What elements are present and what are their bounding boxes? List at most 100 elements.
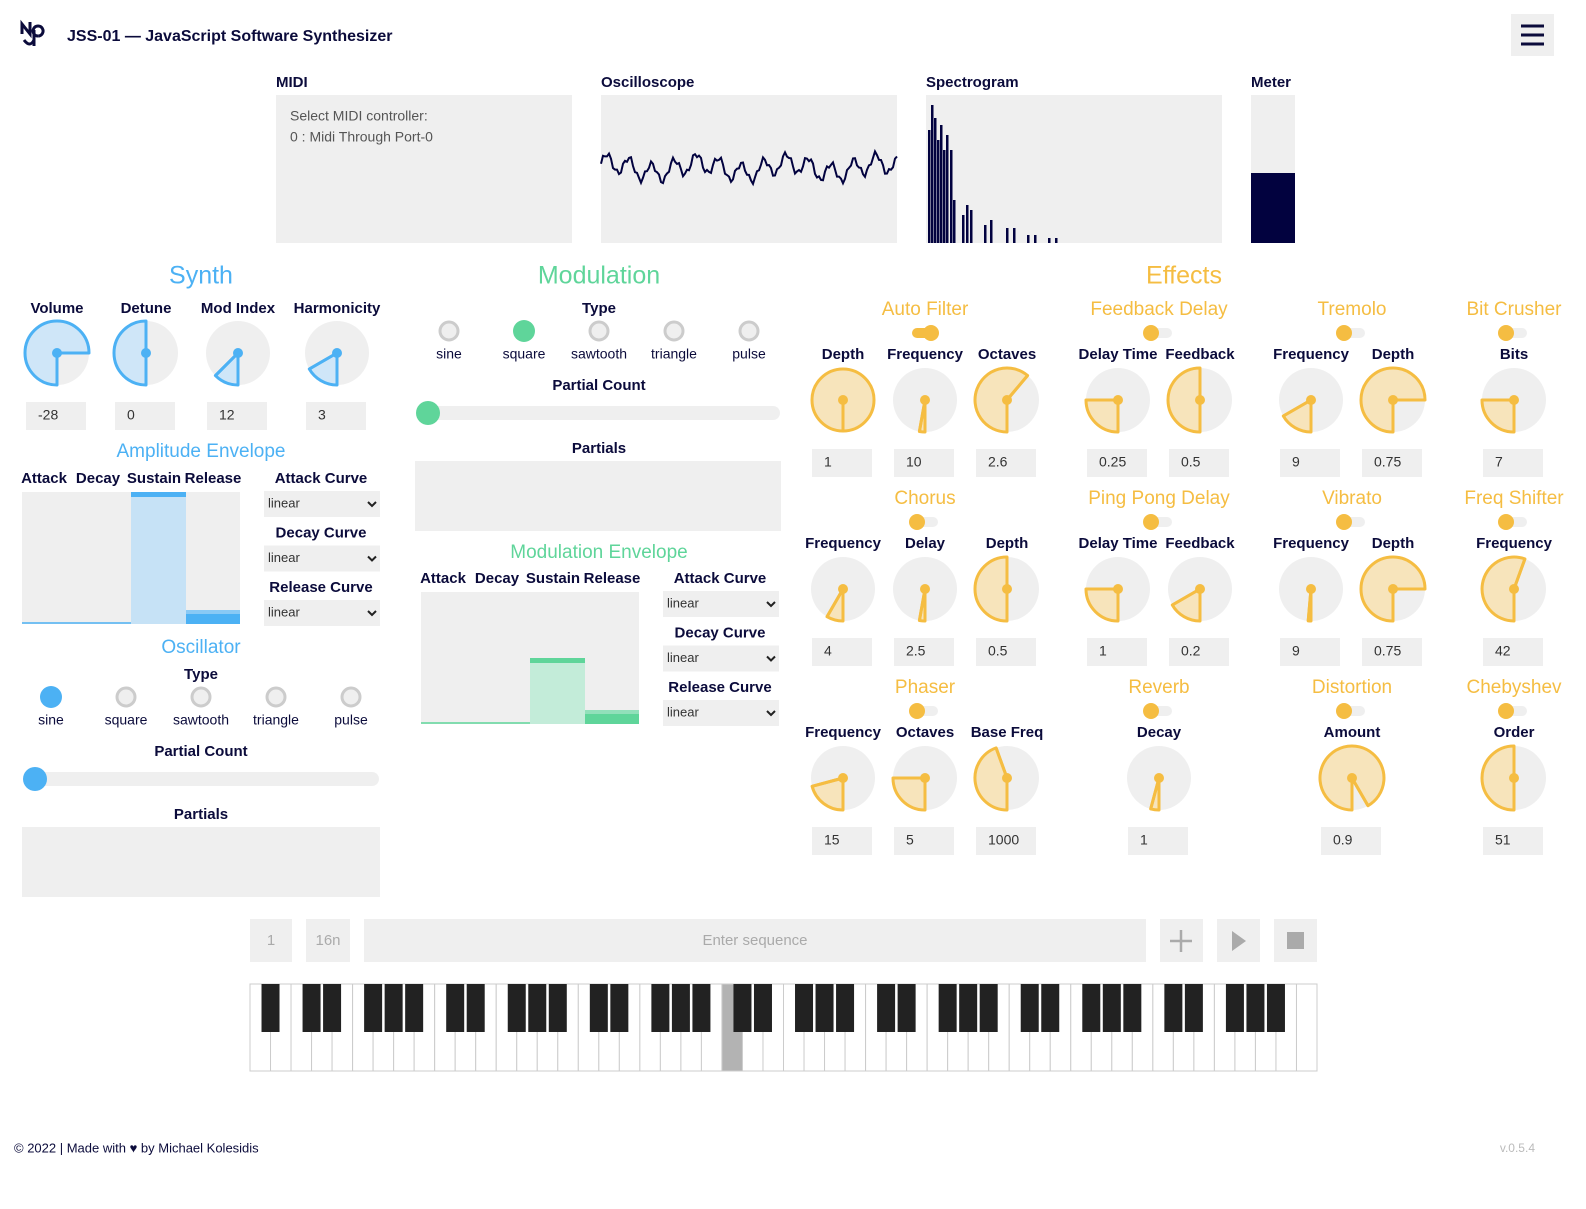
slider-thumb[interactable] (23, 767, 47, 791)
knob-pointer[interactable] (811, 776, 844, 788)
black-key[interactable] (938, 984, 957, 1032)
knob-fill[interactable] (1480, 398, 1516, 434)
toggle-knob[interactable] (909, 703, 925, 719)
number-input[interactable] (1280, 449, 1340, 477)
knob[interactable] (1480, 368, 1546, 434)
knob-fill[interactable] (1359, 555, 1427, 623)
toggle-knob[interactable] (1336, 325, 1352, 341)
number-input[interactable] (894, 638, 954, 666)
knob-fill[interactable] (973, 746, 1009, 812)
toggle-knob[interactable] (1143, 703, 1159, 719)
black-key[interactable] (507, 984, 526, 1032)
number-input[interactable] (812, 449, 872, 477)
knob-fill[interactable] (1480, 744, 1516, 812)
knob-center[interactable] (1509, 395, 1519, 405)
black-key[interactable] (1164, 984, 1183, 1032)
black-key[interactable] (446, 984, 465, 1032)
black-key[interactable] (897, 984, 916, 1032)
knob-center[interactable] (233, 348, 243, 358)
knob-fill[interactable] (1166, 366, 1202, 434)
toggle-knob[interactable] (1498, 703, 1514, 719)
radio[interactable] (663, 320, 685, 342)
knob[interactable] (1084, 368, 1150, 434)
number-input[interactable] (1362, 638, 1422, 666)
black-key[interactable] (815, 984, 834, 1032)
knob-center[interactable] (1347, 773, 1357, 783)
curve-select[interactable] (264, 545, 380, 572)
knob[interactable] (23, 319, 91, 387)
toggle-knob[interactable] (1498, 325, 1514, 341)
number-input[interactable] (1280, 638, 1340, 666)
number-input[interactable] (1087, 638, 1147, 666)
knob[interactable] (1359, 366, 1427, 434)
knob-fill[interactable] (1084, 398, 1120, 434)
number-input[interactable] (306, 402, 366, 430)
black-key[interactable] (671, 984, 690, 1032)
toggle-knob[interactable] (1336, 703, 1352, 719)
knob-center[interactable] (1113, 584, 1123, 594)
knob[interactable] (811, 557, 875, 623)
number-input[interactable] (976, 638, 1036, 666)
knob-center[interactable] (1388, 584, 1398, 594)
knob[interactable] (893, 368, 957, 434)
black-key[interactable] (1102, 984, 1121, 1032)
black-key[interactable] (1082, 984, 1101, 1032)
black-key[interactable] (795, 984, 814, 1032)
knob-pointer[interactable] (214, 351, 240, 377)
radio[interactable] (438, 320, 460, 342)
number-input[interactable] (812, 827, 872, 855)
number-input[interactable] (207, 402, 267, 430)
black-key[interactable] (384, 984, 403, 1032)
knob-center[interactable] (52, 348, 62, 358)
number-input[interactable] (26, 402, 86, 430)
knob-fill[interactable] (112, 319, 148, 387)
black-key[interactable] (651, 984, 670, 1032)
menu-button[interactable] (1511, 14, 1554, 56)
black-key[interactable] (610, 984, 629, 1032)
radio[interactable] (265, 686, 287, 708)
black-key[interactable] (405, 984, 424, 1032)
note-input[interactable] (306, 919, 350, 962)
knob[interactable] (973, 366, 1039, 434)
knob[interactable] (810, 367, 876, 433)
knob-center[interactable] (1002, 773, 1012, 783)
slider-track[interactable] (29, 772, 379, 786)
knob-pointer[interactable] (1350, 777, 1370, 807)
radio[interactable] (340, 686, 362, 708)
number-input[interactable] (812, 638, 872, 666)
toggle-knob[interactable] (909, 514, 925, 530)
knob[interactable] (1166, 366, 1232, 434)
number-input[interactable] (115, 402, 175, 430)
black-key[interactable] (528, 984, 547, 1032)
knob[interactable] (973, 746, 1039, 812)
number-input[interactable] (1169, 449, 1229, 477)
number-input[interactable] (1087, 449, 1147, 477)
toggle-knob[interactable] (1336, 514, 1352, 530)
sequence-input[interactable] (364, 919, 1146, 962)
knob-center[interactable] (1306, 584, 1316, 594)
knob[interactable] (1480, 555, 1546, 623)
knob[interactable] (1168, 557, 1232, 623)
knob-center[interactable] (920, 395, 930, 405)
number-input[interactable] (1321, 827, 1381, 855)
curve-select[interactable] (264, 491, 380, 517)
black-key[interactable] (733, 984, 752, 1032)
black-key[interactable] (302, 984, 321, 1032)
knob-fill[interactable] (973, 555, 1009, 623)
knob-center[interactable] (920, 773, 930, 783)
number-input[interactable] (1128, 827, 1188, 855)
curve-select[interactable] (663, 700, 779, 726)
black-key[interactable] (979, 984, 998, 1032)
number-input[interactable] (1483, 827, 1543, 855)
black-key[interactable] (364, 984, 383, 1032)
knob-pointer[interactable] (917, 588, 927, 621)
knob-fill[interactable] (1359, 366, 1427, 434)
knob[interactable] (891, 746, 957, 812)
black-key[interactable] (753, 984, 772, 1032)
knob[interactable] (1127, 746, 1191, 812)
number-input[interactable] (894, 827, 954, 855)
curve-select[interactable] (264, 600, 380, 626)
radio-selected[interactable] (40, 686, 62, 708)
white-key[interactable] (1295, 983, 1318, 1072)
black-key[interactable] (1123, 984, 1142, 1032)
